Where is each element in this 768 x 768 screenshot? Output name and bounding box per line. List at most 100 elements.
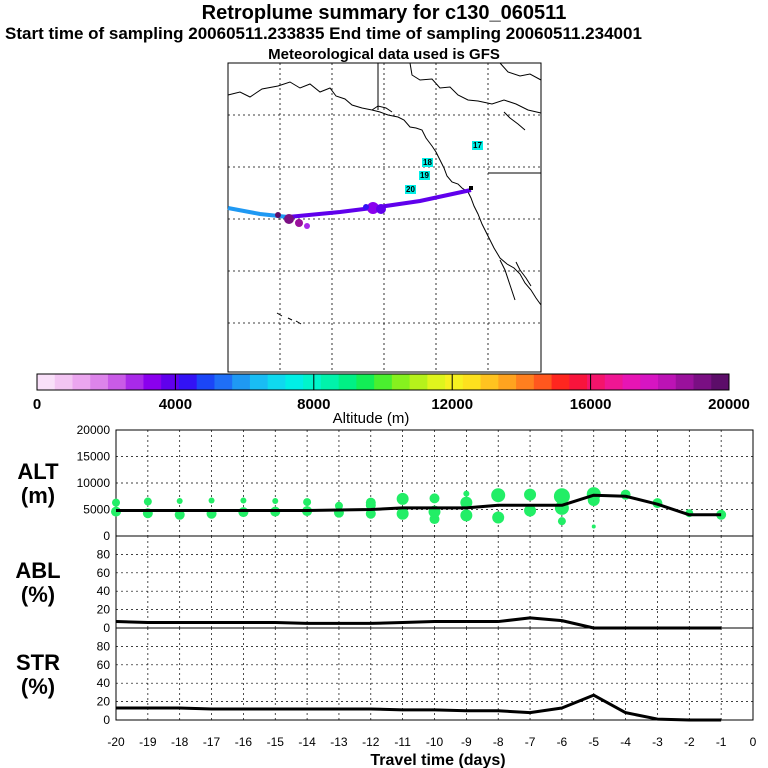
colorbar-swatch [285,374,304,390]
colorbar-swatch [498,374,517,390]
colorbar-swatch [622,374,641,390]
x-tick-label: -20 [107,735,125,749]
colorbar-swatch [303,374,322,390]
x-tick-label: -5 [588,735,599,749]
trajectory-path [227,186,473,229]
y-tick-label: 0 [103,713,110,727]
scatter-point [240,497,247,504]
scatter-point [112,498,120,507]
colorbar-tick-label: 0 [33,396,41,413]
colorbar-swatch [232,374,251,390]
scatter-point [174,509,185,520]
colorbar-swatch [178,374,198,390]
y-tick-label: 20 [97,603,111,617]
scatter-point [334,501,343,510]
y-tick-label: 5000 [83,503,110,517]
altitude-colorbar: 0 4000 8000 12000 16000 20000 Altitude (m) [33,373,750,427]
y-tick-label: 0 [103,529,110,543]
scatter-point [492,511,505,524]
colorbar-swatch [37,374,56,390]
scatter-point [176,498,183,505]
x-tick-label: -2 [684,735,695,749]
scatter-point [365,497,376,508]
y-tick-label: 40 [97,584,111,598]
scatter-point [429,493,440,504]
sampling-time-line: Start time of sampling 20060511.233835 E… [5,24,642,43]
panel-alt: 20000 15000 10000 5000 0 ALT(m) [17,423,754,543]
colorbar-swatch [161,374,180,390]
x-tick-label: -17 [203,735,221,749]
scatter-point [143,497,152,506]
colorbar-swatch [604,374,624,390]
day-label: 18 [423,158,432,167]
x-tick-label: -8 [493,735,504,749]
panel-ylabel-line2: (%) [21,582,55,607]
x-tick-label: -4 [620,735,631,749]
colorbar-swatch [90,374,109,390]
scatter-point [557,517,566,526]
x-tick-label: -11 [394,735,411,749]
day-label: 17 [473,141,482,150]
colorbar-swatch [72,374,91,390]
colorbar-swatch [143,374,162,390]
x-tick-label: -3 [652,735,663,749]
trajectory-cluster [363,204,369,210]
colorbar-swatch [569,374,588,390]
met-data-line: Meteorological data used is GFS [268,46,500,63]
x-tick-label: -1 [716,735,727,749]
chart-title: Retroplume summary for c130_060511 [201,2,567,24]
colorbar-swatch [196,374,215,390]
day-label: 19 [420,171,429,180]
colorbar-swatch [640,374,659,390]
colorbar-swatch [356,374,375,390]
colorbar-swatch [267,374,286,390]
x-tick-label: -16 [235,735,253,749]
y-tick-label: 60 [97,658,111,672]
trajectory-map: 17 18 19 20 [227,62,542,373]
x-tick-label: -12 [362,735,380,749]
scatter-point [553,488,570,505]
y-tick-label: 60 [97,566,111,580]
y-tick-label: 15000 [77,450,111,464]
colorbar-tick-label: 16000 [570,396,612,413]
colorbar-swatch [480,374,499,390]
colorbar-swatch [320,374,340,390]
panel-abl: 80 60 40 20 0 ABL(%) [15,535,754,635]
panel-ylabel-line1: ABL [15,558,60,583]
x-tick-label: -14 [298,735,316,749]
scatter-point [524,488,537,501]
x-tick-label: -6 [557,735,568,749]
colorbar-swatch [533,374,553,390]
series-line [116,693,722,722]
map-graticule [228,63,541,372]
colorbar-tick-label: 8000 [297,396,330,413]
y-tick-label: 80 [97,639,111,653]
y-tick-label: 20000 [77,423,111,437]
y-tick-label: 0 [103,621,110,635]
panel-ylabel-line1: STR [16,650,60,675]
y-tick-label: 40 [97,676,111,690]
x-tick-label: 0 [750,735,757,749]
colorbar-swatch [54,374,73,390]
scatter-point [272,498,279,505]
colorbar-axis-label: Altitude (m) [333,410,410,427]
x-tick-label: -10 [426,735,444,749]
series-line [116,493,722,517]
scatter-point [591,524,596,529]
colorbar-swatch [711,374,730,390]
trajectory-cluster [376,204,386,214]
colorbar-swatch [658,374,677,390]
colorbar-swatch [427,374,446,390]
x-tick-label: -13 [330,735,348,749]
y-tick-label: 20 [97,695,111,709]
trajectory-cluster [367,202,379,214]
colorbar-swatch [693,374,712,390]
scatter-point [208,497,215,504]
trajectory-cluster [284,214,294,224]
colorbar-swatch [445,374,464,390]
x-tick-label: -19 [139,735,157,749]
trajectory-cluster [275,212,281,218]
x-tick-label: -18 [171,735,189,749]
sampling-location-marker [469,186,473,190]
